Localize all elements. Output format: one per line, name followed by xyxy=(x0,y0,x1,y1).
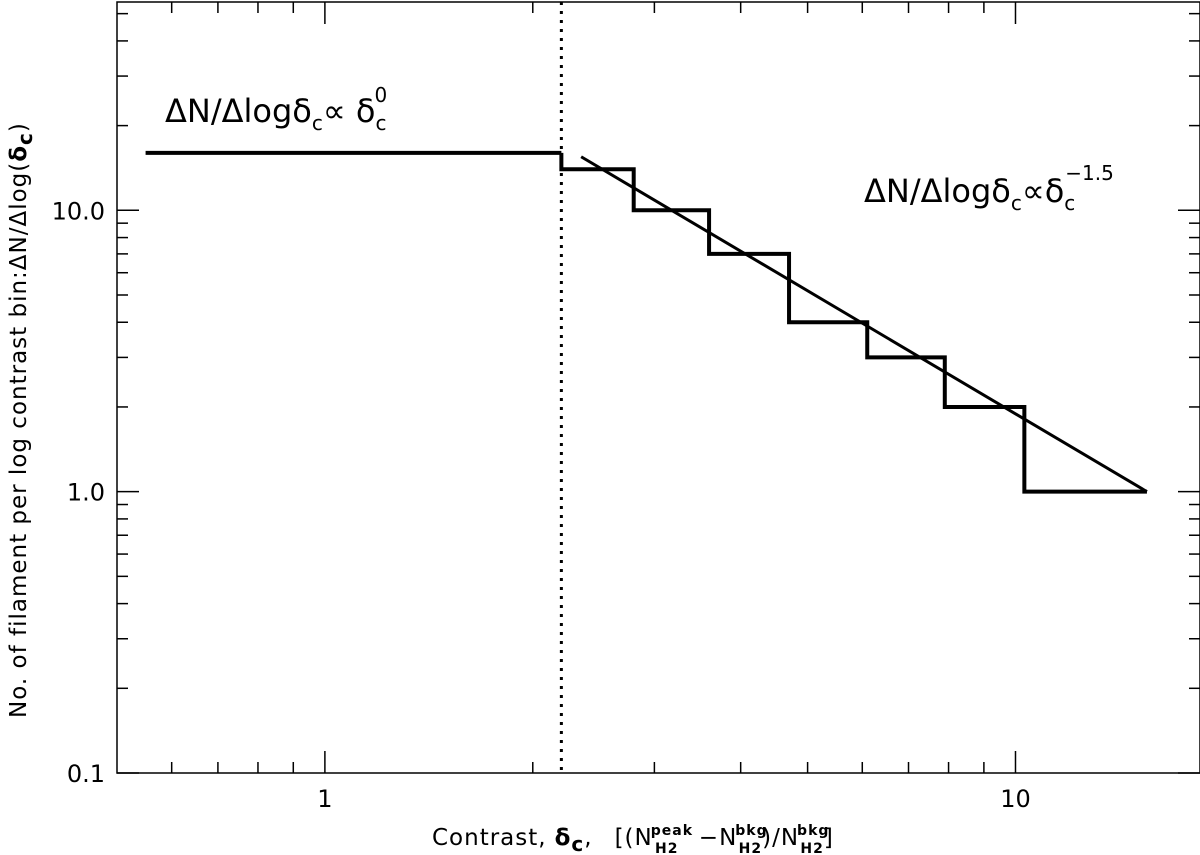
axis-ticks xyxy=(117,2,1200,774)
y-tick-label: 1.0 xyxy=(67,479,105,507)
data-marks xyxy=(145,2,1148,773)
x-axis-title: Contrast, δc, [(Npeak H2 −Nbkg H2)/Nbkg H2] xyxy=(432,823,834,855)
tick-labels: 1 10 0.1 1.0 10.0 xyxy=(52,197,1031,813)
plot-frame xyxy=(116,1,1200,774)
x-tick-label: 10 xyxy=(1000,785,1031,813)
power-law-fit-line xyxy=(580,155,1148,493)
y-tick-label: 10.0 xyxy=(52,197,105,225)
y-tick-label: 0.1 xyxy=(67,760,105,788)
histogram-step-line xyxy=(559,152,1147,494)
y-axis-title: No. of filament per log contrast bin:ΔN/… xyxy=(6,122,37,718)
x-tick-label: 1 xyxy=(317,785,332,813)
flat-slope-annotation: ΔN/Δlogδc∝ δc0 xyxy=(165,83,387,135)
power-law-annotation: ΔN/Δlogδc∝δc−1.5 xyxy=(864,161,1114,215)
